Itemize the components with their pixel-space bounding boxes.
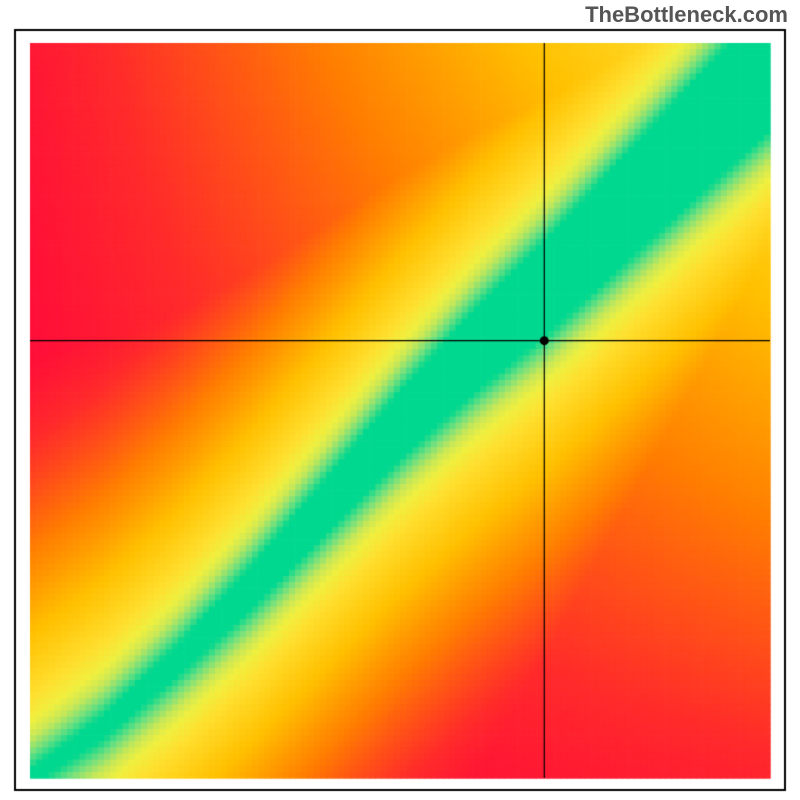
heatmap-canvas [0,0,800,800]
watermark-text: TheBottleneck.com [585,2,788,28]
